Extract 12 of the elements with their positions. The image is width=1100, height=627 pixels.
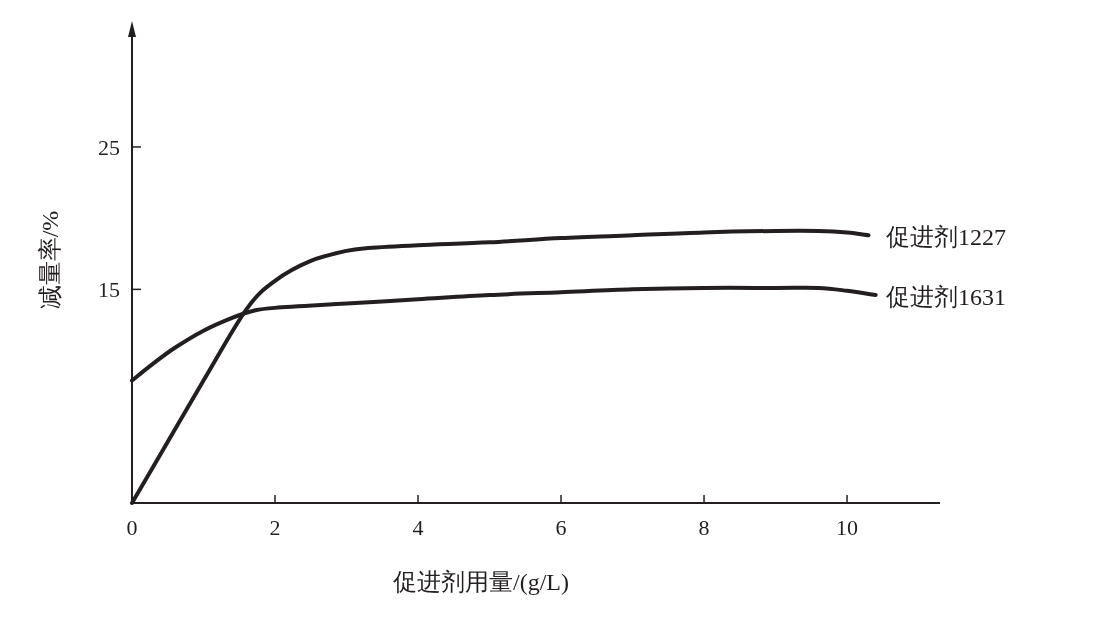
series-label: 促进剂1631 [886,284,1006,311]
x-axis-title: 促进剂用量/(g/L) [393,569,569,595]
x-tick-label: 6 [555,515,567,540]
x-tick-label: 2 [269,515,281,540]
series-label: 促进剂1227 [886,224,1006,251]
x-tick-label: 10 [836,515,859,540]
y-tick-label: 15 [98,277,120,303]
x-tick-label: 8 [698,515,710,540]
x-tick-label: 0 [126,515,138,540]
y-axis-title: 减量率/% [37,210,63,310]
y-tick-label: 25 [98,134,120,160]
x-tick-label: 4 [412,515,424,540]
